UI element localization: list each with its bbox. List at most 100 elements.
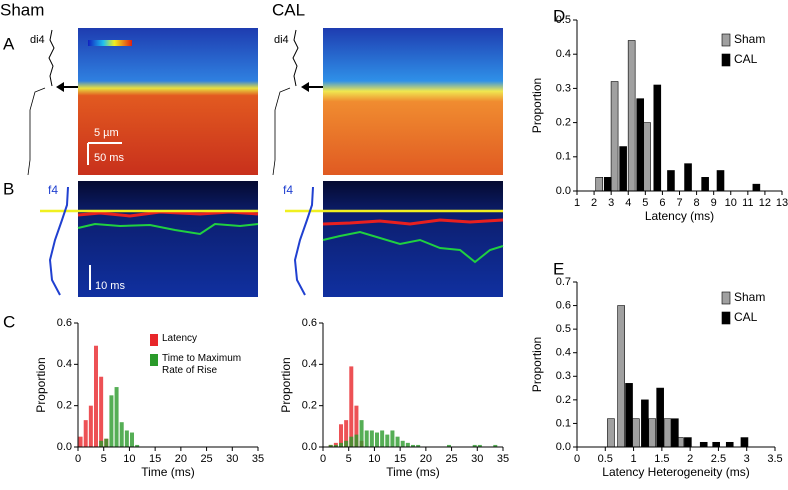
- bar: [364, 430, 369, 447]
- bar: [104, 438, 109, 447]
- panel-label: A: [3, 34, 15, 53]
- x-tick-label: 5: [642, 197, 648, 209]
- y-tick-label: 0.0: [556, 185, 571, 197]
- bar: [333, 444, 338, 447]
- bar: [643, 122, 651, 192]
- bar: [636, 98, 645, 192]
- bar: [354, 405, 359, 447]
- legend-label: Latency: [162, 333, 198, 344]
- x-tick-label: 0: [320, 453, 326, 465]
- bar: [656, 387, 664, 448]
- bar: [354, 434, 359, 447]
- dye-label: di4: [274, 34, 289, 46]
- y-tick-label: 0.5: [556, 14, 571, 26]
- x-tick-label: 9: [711, 197, 717, 209]
- y-axis-label: Proportion: [279, 357, 293, 412]
- x-tick-label: 6: [659, 197, 665, 209]
- x-tick-label: 8: [694, 197, 700, 209]
- panel-label: C: [3, 312, 15, 331]
- bar: [740, 437, 749, 448]
- bar: [344, 420, 349, 447]
- bar: [130, 432, 134, 447]
- bar: [119, 422, 124, 447]
- bar: [625, 383, 633, 448]
- x-tick-label: 30: [226, 453, 238, 465]
- x-tick-label: 25: [445, 453, 457, 465]
- scale-label: 50 ms: [94, 152, 124, 164]
- x-tick-label: 15: [394, 453, 406, 465]
- bar: [716, 170, 725, 192]
- bar: [349, 436, 354, 447]
- dye-label: f4: [48, 183, 58, 197]
- bar: [99, 440, 104, 447]
- bar: [344, 440, 349, 447]
- bar: [671, 418, 679, 448]
- y-tick-label: 0.4: [57, 358, 72, 370]
- y-tick-label: 0.4: [556, 48, 571, 60]
- bar: [648, 418, 657, 448]
- bar: [610, 81, 619, 192]
- bar: [390, 430, 395, 447]
- y-tick-label: 0.2: [556, 117, 571, 129]
- y-axis-label: Proportion: [530, 78, 544, 133]
- arrow: [301, 82, 309, 92]
- legend-entry: CAL: [734, 53, 758, 66]
- bar: [632, 418, 640, 448]
- rise-trace: [77, 222, 259, 236]
- ap-trace: [48, 29, 55, 87]
- x-axis-label: Latency Heterogeneity (ms): [602, 465, 749, 479]
- bar: [328, 444, 333, 447]
- x-tick-label: 7: [676, 197, 682, 209]
- legend-label: CAL: [734, 311, 758, 324]
- bar: [712, 441, 720, 448]
- bar: [83, 420, 88, 447]
- x-tick-label: 35: [497, 453, 509, 465]
- legend-entry: Sham: [734, 291, 766, 304]
- ap-trace: [292, 29, 299, 87]
- legend-label: Time to Maximum Rate of Rise: [162, 353, 242, 376]
- fluo-trace: [48, 186, 69, 296]
- x-tick-label: 1: [574, 197, 580, 209]
- x-tick-label: 0: [75, 453, 81, 465]
- bar: [135, 444, 140, 447]
- x-tick-label: 2.5: [711, 453, 726, 465]
- group-label: CAL: [272, 0, 305, 19]
- bar: [603, 177, 612, 192]
- y-tick-label: 0.6: [302, 317, 317, 329]
- y-tick-label: 0.5: [556, 323, 571, 335]
- x-tick-label: 10: [368, 453, 380, 465]
- x-tick-label: 4: [625, 197, 631, 209]
- legend-label: CAL: [734, 53, 758, 66]
- activation-map: [323, 181, 503, 297]
- scale-label: 5 µm: [94, 127, 119, 139]
- x-axis-label: Time (ms): [386, 465, 440, 479]
- panel-label: E: [553, 259, 564, 278]
- bar: [617, 305, 625, 448]
- bar: [380, 430, 385, 447]
- rise-trace: [322, 230, 504, 264]
- bar: [114, 387, 119, 447]
- bar: [699, 441, 708, 448]
- legend-label: Sham: [734, 291, 766, 304]
- optical-map: [323, 28, 503, 175]
- optical-map: [78, 28, 258, 175]
- panel-label: D: [553, 6, 565, 25]
- x-tick-label: 1: [631, 453, 637, 465]
- bar: [411, 444, 415, 447]
- bar: [619, 146, 627, 192]
- legend-label: Sham: [734, 33, 766, 46]
- bar: [78, 436, 83, 447]
- latency-trace: [322, 218, 504, 226]
- x-tick-label: 20: [175, 453, 187, 465]
- fluo-trace: [293, 186, 314, 296]
- bar: [493, 444, 498, 447]
- x-tick-label: 11: [742, 197, 753, 209]
- x-axis-label: Time (ms): [141, 465, 195, 479]
- bar: [447, 444, 451, 447]
- y-tick-label: 0.1: [556, 417, 571, 429]
- y-axis-label: Proportion: [34, 357, 48, 412]
- x-tick-label: 0.5: [598, 453, 613, 465]
- bar: [124, 430, 129, 447]
- legend-entry: Time to Maximum Rate of Rise: [162, 353, 242, 376]
